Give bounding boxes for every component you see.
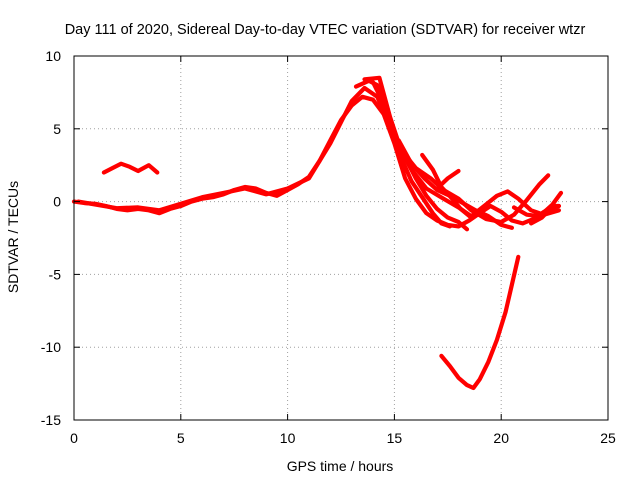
y-tick-label: -5 xyxy=(49,266,62,282)
chart-title: Day 111 of 2020, Sidereal Day-to-day VTE… xyxy=(65,22,586,38)
series-line-track-b xyxy=(76,85,561,219)
series-line-track-d xyxy=(362,75,470,232)
y-tick-label: 5 xyxy=(53,121,61,137)
y-tick-label: -15 xyxy=(41,412,61,428)
y-tick-label: 10 xyxy=(45,48,61,64)
axis-ticks xyxy=(73,55,609,421)
y-axis-label: SDTVAR / TECUs xyxy=(5,181,21,293)
x-axis-label: GPS time / hours xyxy=(287,458,394,474)
series-line-track-h xyxy=(435,168,461,191)
series-line-track-e xyxy=(370,80,452,229)
x-tick-label: 15 xyxy=(387,430,403,446)
series-line-track-j xyxy=(529,203,561,226)
data-series-group xyxy=(71,75,564,391)
plot-area-frame xyxy=(73,55,609,421)
x-tick-label: 5 xyxy=(177,430,185,446)
series-line-track-g xyxy=(420,152,474,220)
series-line-track-l xyxy=(439,254,521,391)
series-line-track-k xyxy=(101,161,160,175)
x-tick-label: 25 xyxy=(600,430,616,446)
y-tick-label: 0 xyxy=(53,194,61,210)
x-tick-label: 20 xyxy=(493,430,509,446)
x-tick-label: 0 xyxy=(70,430,78,446)
series-line-track-i xyxy=(511,190,564,219)
y-tick-label: -10 xyxy=(41,339,61,355)
grid xyxy=(74,56,608,420)
x-tick-label: 10 xyxy=(280,430,296,446)
tick-labels: 0 5 10 15 20 25 -15 -10 -5 0 5 10 xyxy=(41,48,616,446)
series-line-track-f xyxy=(396,138,514,230)
